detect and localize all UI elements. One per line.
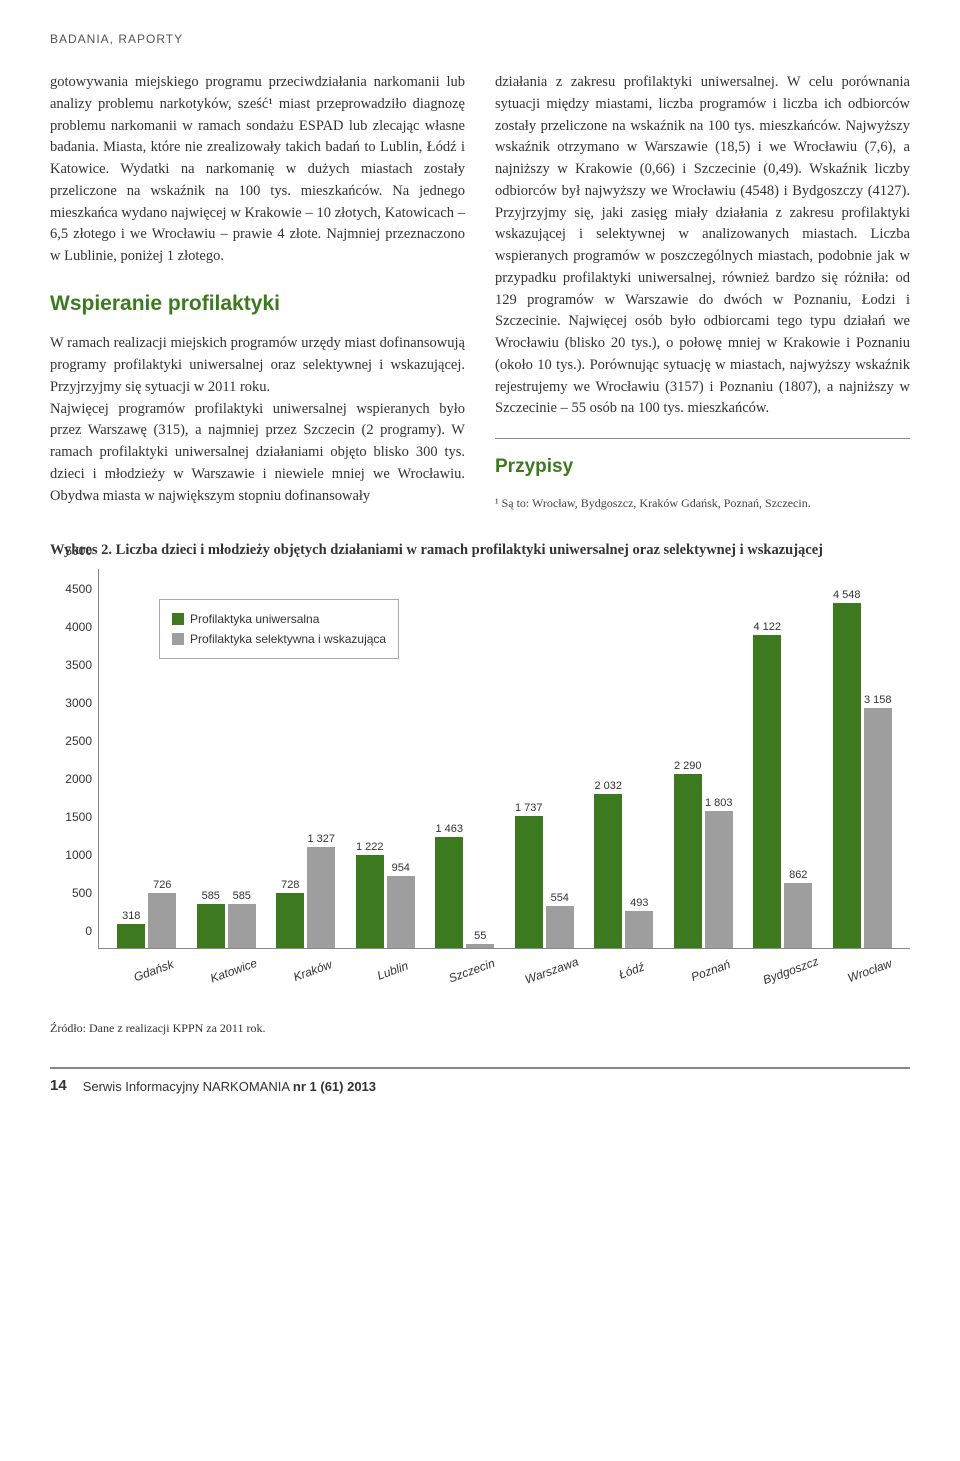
y-tick: 5000 [65,542,92,560]
page-footer: 14 Serwis Informacyjny NARKOMANIA nr 1 (… [50,1067,910,1098]
right-column: działania z zakresu profilaktyki uniwers… [495,72,910,512]
left-para-2: W ramach realizacji miejskich programów … [50,333,465,398]
bar-value-label: 554 [551,890,569,907]
bar: 1 327 [307,847,335,948]
bar-group: 1 46355 [425,837,505,948]
bar-value-label: 585 [233,888,251,905]
y-axis: 0500100015002000250030003500400045005000 [50,569,98,949]
bar-value-label: 862 [789,867,807,884]
heading-wspieranie: Wspieranie profilaktyki [50,288,465,320]
y-tick: 1000 [65,846,92,864]
footer-text: Serwis Informacyjny NARKOMANIA nr 1 (61)… [83,1077,376,1097]
bar-value-label: 1 327 [307,831,335,848]
legend: Profilaktyka uniwersalna Profilaktyka sel… [159,599,399,659]
bar-group: 4 122862 [743,635,823,948]
y-tick: 3000 [65,694,92,712]
bar: 318 [117,924,145,948]
heading-przypisy: Przypisy [495,438,910,482]
bar-value-label: 1 803 [705,795,733,812]
bar-value-label: 4 122 [753,619,781,636]
right-para-1: działania z zakresu profilaktyki uniwers… [495,72,910,420]
bar: 585 [197,904,225,948]
legend-label: Profilaktyka uniwersalna [190,610,319,628]
legend-row: Profilaktyka uniwersalna [172,610,386,628]
bar: 2 032 [594,794,622,948]
left-para-1: gotowywania miejskiego programu przeciwd… [50,72,465,268]
body-columns: gotowywania miejskiego programu przeciwd… [50,72,910,512]
bar-value-label: 2 290 [674,758,702,775]
bar-value-label: 4 548 [833,587,861,604]
y-tick: 500 [72,884,92,902]
bar: 862 [784,883,812,949]
y-tick: 2000 [65,770,92,788]
bar: 2 290 [674,774,702,948]
left-column: gotowywania miejskiego programu przeciwd… [50,72,465,512]
y-tick: 1500 [65,808,92,826]
bar-group: 2 2901 803 [664,774,744,948]
bar-value-label: 3 158 [864,692,892,709]
y-tick: 4000 [65,618,92,636]
bar: 954 [387,876,415,949]
y-tick: 4500 [65,580,92,598]
y-tick: 3500 [65,656,92,674]
bar: 4 122 [753,635,781,948]
section-header: BADANIA, RAPORTY [50,30,910,48]
bar-group: 7281 327 [266,847,346,948]
y-tick: 2500 [65,732,92,750]
footnote-1: ¹ Są to: Wrocław, Bydgoszcz, Kraków Gdań… [495,494,910,512]
bar-value-label: 585 [202,888,220,905]
bar-value-label: 954 [392,860,410,877]
legend-swatch [172,613,184,625]
bar-group: 4 5483 158 [823,603,903,949]
chart-title: Wykres 2. Liczba dzieci i młodzieży obję… [50,540,910,562]
chart-source: Źródło: Dane z realizacji KPPN za 2011 r… [50,1019,910,1037]
bar: 1 737 [515,816,543,948]
footer-issue: nr 1 (61) 2013 [293,1079,376,1094]
plot-area: Profilaktyka uniwersalna Profilaktyka sel… [98,569,910,949]
bar: 728 [276,893,304,948]
bar-value-label: 2 032 [594,778,622,795]
y-tick: 0 [85,922,92,940]
bar: 1 463 [435,837,463,948]
bar-value-label: 1 463 [435,821,463,838]
footer-prefix: Serwis Informacyjny NARKOMANIA [83,1079,293,1094]
bar-value-label: 1 737 [515,800,543,817]
chart: 0500100015002000250030003500400045005000… [50,569,910,1009]
x-axis-labels: GdańskKatowiceKrakówLublinSzczecinWarsza… [98,949,910,1009]
legend-swatch [172,633,184,645]
bar: 4 548 [833,603,861,949]
legend-row: Profilaktyka selektywna i wskazująca [172,630,386,648]
bar: 3 158 [864,708,892,948]
bar-value-label: 493 [630,895,648,912]
bar-value-label: 728 [281,877,299,894]
bar-group: 2 032 493 [584,794,664,948]
legend-label: Profilaktyka selektywna i wskazująca [190,630,386,648]
bar-value-label: 1 222 [356,839,384,856]
bar-value-label: 318 [122,908,140,925]
page-number: 14 [50,1075,67,1098]
left-para-3: Najwięcej programów profilaktyki uniwers… [50,399,465,508]
bar-group: 1 222954 [346,855,426,948]
bar-value-label: 726 [153,877,171,894]
bar: 1 803 [705,811,733,948]
bar-group: 1 737 554 [505,816,585,948]
bar: 1 222 [356,855,384,948]
